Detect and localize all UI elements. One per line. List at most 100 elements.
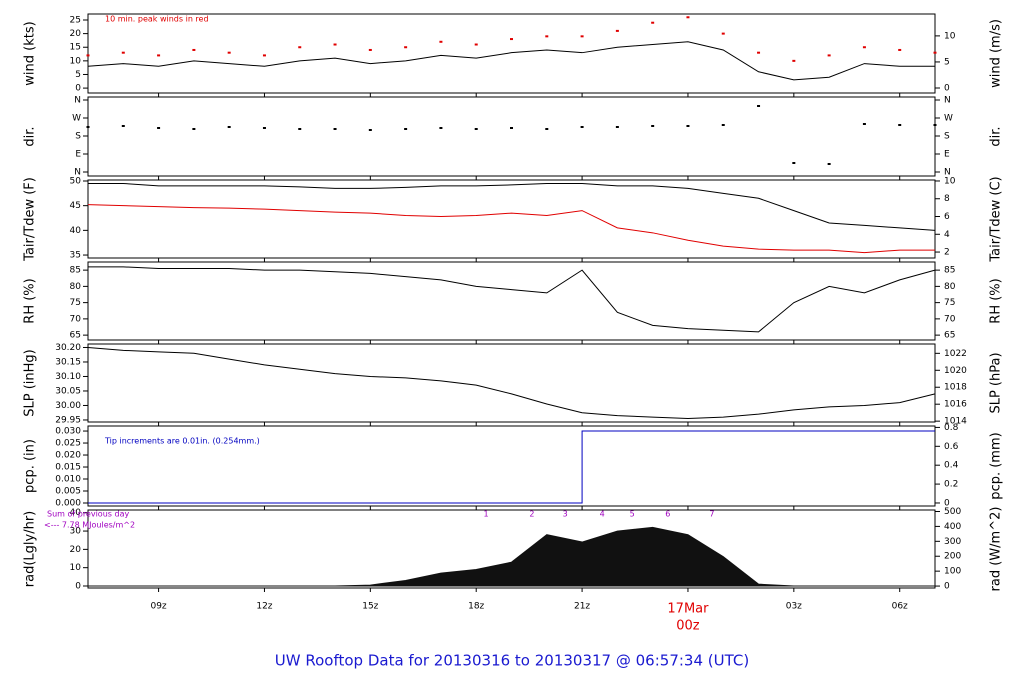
y2-tick-label: 1018 <box>944 383 967 393</box>
panel-frame <box>87 13 936 94</box>
y-tick-label: 0.010 <box>55 475 81 485</box>
y2-tick-label: 0 <box>944 83 950 93</box>
hour-mark: 1 <box>484 510 489 519</box>
y-tick-label: 30.00 <box>55 401 81 411</box>
panel-frame <box>87 179 936 259</box>
y-tick-label: 20 <box>70 545 82 555</box>
y2-tick-label: 1016 <box>944 400 967 410</box>
y-tick-label: 0 <box>75 581 81 591</box>
y-tick-label: N <box>74 168 81 178</box>
y2-tick-label: 8 <box>944 194 950 204</box>
y-axis-label: dir. <box>23 126 38 146</box>
y-tick-label: 10 <box>70 56 82 66</box>
y-tick-label: 40 <box>70 226 82 236</box>
date-label: 17Mar <box>667 602 709 617</box>
annotation: Tip increments are 0.01in. (0.254mm.) <box>104 437 260 446</box>
y-tick-label: E <box>75 150 81 160</box>
point <box>792 59 796 62</box>
y2-tick-label: 4 <box>944 230 950 240</box>
y-axis-label: SLP (inHg) <box>23 349 38 417</box>
x-tick-label: 12z <box>256 602 272 612</box>
x-tick-label: 21z <box>574 602 590 612</box>
y2-tick-label: S <box>944 132 950 142</box>
y2-tick-label: 400 <box>944 522 961 532</box>
y-axis-label: rad(Lgly/hr) <box>23 511 38 587</box>
y2-tick-label: 0.8 <box>944 423 959 433</box>
point <box>439 40 443 43</box>
point <box>474 128 478 130</box>
y2-axis-label: pcp. (mm) <box>989 432 1004 499</box>
point <box>545 35 549 38</box>
y-tick-label: N <box>74 96 81 106</box>
y-tick-label: 25 <box>70 15 81 25</box>
y2-tick-label: 10 <box>944 176 956 186</box>
point <box>333 43 337 46</box>
point <box>721 124 725 126</box>
point <box>121 125 125 127</box>
y-tick-label: 0.025 <box>55 439 81 449</box>
y-tick-label: 30 <box>70 527 82 537</box>
x-tick-label: 18z <box>468 602 484 612</box>
hour-mark: 7 <box>709 510 714 519</box>
step-line <box>88 430 935 504</box>
point <box>721 32 725 35</box>
point <box>333 128 337 130</box>
point <box>580 35 584 38</box>
point <box>404 46 408 49</box>
y-tick-label: 30.05 <box>55 386 81 396</box>
hour-mark: 2 <box>529 510 534 519</box>
y-tick-label: 35 <box>70 251 81 261</box>
point <box>757 105 761 107</box>
point <box>404 128 408 130</box>
y-tick-label: 0.020 <box>55 451 81 461</box>
y2-tick-label: 1022 <box>944 349 967 359</box>
point <box>757 51 761 54</box>
point <box>227 126 231 128</box>
y-tick-label: 50 <box>70 176 82 186</box>
y-tick-label: 30.20 <box>55 343 81 353</box>
point <box>510 38 513 41</box>
y2-axis-label: SLP (hPa) <box>989 352 1004 413</box>
point <box>510 127 513 129</box>
x-tick-label: 09z <box>150 602 166 612</box>
y2-tick-label: W <box>944 114 953 124</box>
point <box>262 127 266 129</box>
point <box>262 54 266 57</box>
y2-tick-label: N <box>944 96 951 106</box>
point <box>615 126 619 128</box>
y-tick-label: W <box>72 114 81 124</box>
y-tick-label: 75 <box>70 298 81 308</box>
point <box>121 51 125 54</box>
y2-tick-label: 0.6 <box>944 442 959 452</box>
y-tick-label: 20 <box>70 29 82 39</box>
y-tick-label: 30.15 <box>55 357 81 367</box>
y2-tick-label: 0.2 <box>944 480 958 490</box>
y2-tick-label: 6 <box>944 212 950 222</box>
y-tick-label: 29.95 <box>55 415 81 425</box>
y-axis-label: wind (kts) <box>23 21 38 85</box>
y2-tick-label: 0 <box>944 582 950 592</box>
line <box>87 204 935 254</box>
hour-mark: 5 <box>630 510 635 519</box>
y-tick-label: 65 <box>70 331 81 341</box>
y-tick-label: 30.10 <box>55 372 81 382</box>
point <box>86 54 90 57</box>
y-tick-label: 70 <box>70 314 82 324</box>
point <box>298 128 302 130</box>
x-tick-label: 00z <box>676 619 700 634</box>
point <box>651 125 655 127</box>
point <box>898 48 902 51</box>
y2-tick-label: 500 <box>944 507 961 517</box>
y-tick-label: 45 <box>70 201 81 211</box>
x-tick-label: 06z <box>892 602 908 612</box>
y2-axis-label: dir. <box>989 126 1004 146</box>
y-tick-label: 0.015 <box>55 463 81 473</box>
y2-tick-label: 80 <box>944 282 956 292</box>
point <box>933 51 937 54</box>
y-tick-label: 80 <box>70 282 82 292</box>
x-tick-label: 03z <box>786 602 802 612</box>
y-tick-label: 40 <box>70 508 82 518</box>
y-tick-label: 5 <box>75 70 81 80</box>
point <box>227 51 231 54</box>
y2-axis-label: Tair/Tdew (C) <box>989 176 1004 262</box>
